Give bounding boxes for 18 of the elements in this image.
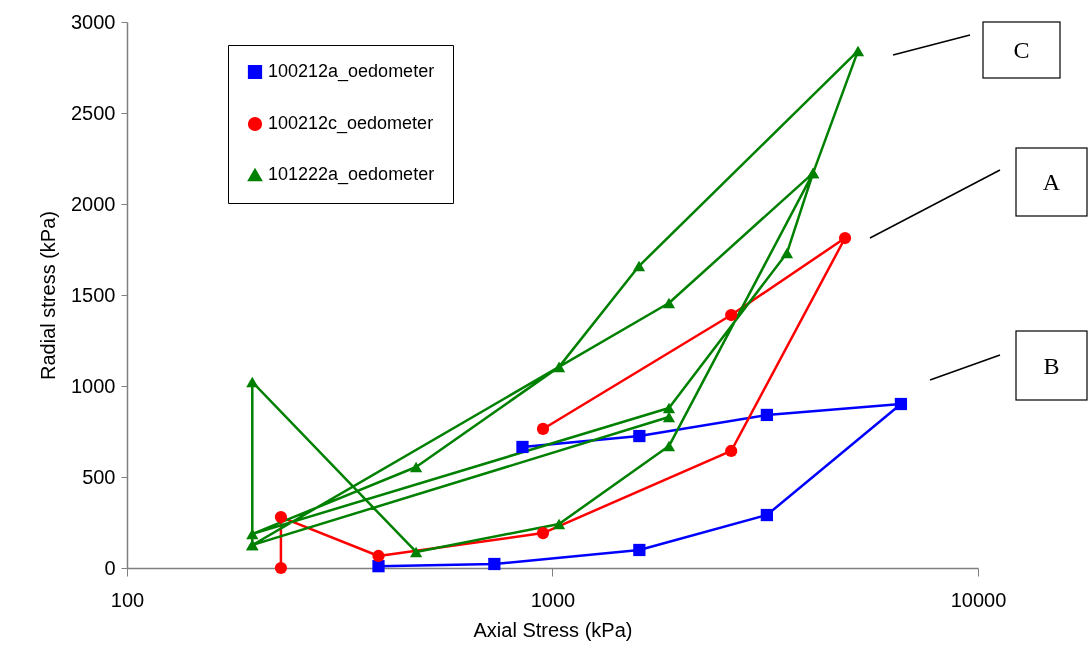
x-axis-title: Axial Stress (kPa) xyxy=(473,618,633,641)
y-tick-label: 1000 xyxy=(71,374,116,397)
y-tick-label: 3000 xyxy=(71,10,116,33)
legend-label: 101222a_oedometer xyxy=(268,164,435,185)
x-tick-label: 10000 xyxy=(950,588,1007,611)
x-tick-label: 100 xyxy=(110,588,145,611)
callout-box: A xyxy=(869,147,1088,239)
legend-label: 100212c_oedometer xyxy=(268,113,434,134)
legend-label: 100212a_oedometer xyxy=(268,61,435,82)
y-tick-label: 0 xyxy=(104,556,116,579)
y-tick-label: 2500 xyxy=(71,101,116,124)
y-tick-label: 1500 xyxy=(71,283,116,306)
callout-box: B xyxy=(929,330,1088,401)
y-axis-title: Radial stress (kPa) xyxy=(37,211,60,380)
y-tick-label: 2000 xyxy=(71,192,116,215)
x-tick-label: 1000 xyxy=(530,588,576,611)
callout-box: C xyxy=(892,21,1061,79)
y-tick-label: 500 xyxy=(82,465,116,488)
